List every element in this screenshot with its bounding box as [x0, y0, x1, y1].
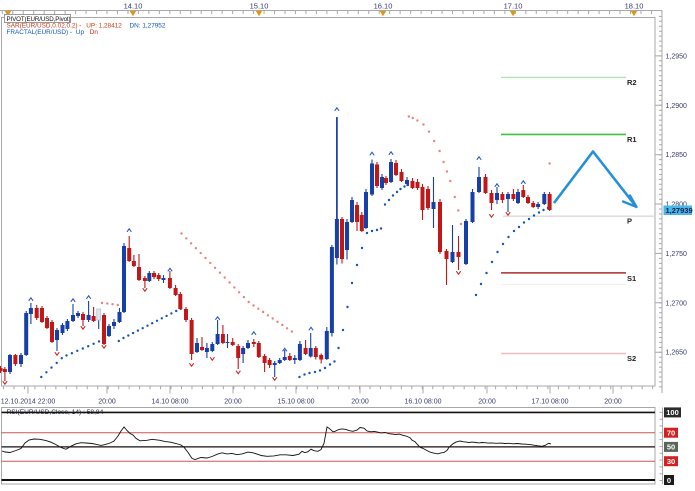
svg-text:16.10 08:00: 16.10 08:00 — [405, 399, 442, 406]
svg-text:20:00: 20:00 — [604, 399, 622, 406]
svg-text:R2: R2 — [627, 78, 637, 87]
svg-text:S1: S1 — [627, 274, 636, 283]
svg-text:1,2650: 1,2650 — [666, 350, 688, 357]
svg-text:20:00: 20:00 — [224, 399, 242, 406]
svg-text:20:00: 20:00 — [98, 399, 116, 406]
svg-text:17.10: 17.10 — [504, 2, 523, 11]
svg-text:0: 0 — [667, 476, 671, 485]
svg-text:1,2750: 1,2750 — [666, 251, 688, 258]
svg-text:1,27939: 1,27939 — [666, 206, 693, 215]
svg-text:RSI(EUR/USD,Close, 14) : 58,84: RSI(EUR/USD,Close, 14) : 58,84 — [7, 409, 104, 416]
svg-text:12.10.2014 22:00: 12.10.2014 22:00 — [1, 399, 56, 406]
svg-text:14.10 08:00: 14.10 08:00 — [152, 399, 189, 406]
svg-text:15.10: 15.10 — [250, 2, 269, 11]
svg-text:SAR(EUR/USD,0.02,0.2) - UP: 1,: SAR(EUR/USD,0.02,0.2) - UP: 1,28412 DN: … — [7, 23, 166, 30]
svg-text:17.10 08:00: 17.10 08:00 — [532, 399, 569, 406]
svg-text:20:00: 20:00 — [351, 399, 369, 406]
svg-text:30: 30 — [667, 457, 675, 466]
svg-text:14.10: 14.10 — [124, 2, 143, 11]
svg-text:S2: S2 — [627, 354, 636, 363]
svg-text:20:00: 20:00 — [478, 399, 496, 406]
svg-text:70: 70 — [667, 429, 675, 438]
svg-text:18.10: 18.10 — [625, 2, 644, 11]
svg-text:FRACTAL(EUR/USD) - Up Dn: FRACTAL(EUR/USD) - Up Dn — [7, 29, 99, 36]
svg-text:1,2950: 1,2950 — [666, 53, 688, 60]
svg-text:R1: R1 — [627, 135, 637, 144]
svg-text:100: 100 — [666, 408, 679, 417]
svg-text:PIVOT(EUR/USD,Pivot): PIVOT(EUR/USD,Pivot) — [7, 16, 71, 23]
svg-text:16.10: 16.10 — [374, 2, 393, 11]
svg-text:1,2850: 1,2850 — [666, 152, 688, 159]
svg-text:50: 50 — [667, 443, 675, 452]
svg-text:1,2800: 1,2800 — [666, 202, 688, 209]
svg-text:1,2700: 1,2700 — [666, 300, 688, 307]
svg-text:P: P — [627, 217, 632, 226]
svg-text:1,2900: 1,2900 — [666, 103, 688, 110]
svg-text:15.10 08:00: 15.10 08:00 — [278, 399, 315, 406]
